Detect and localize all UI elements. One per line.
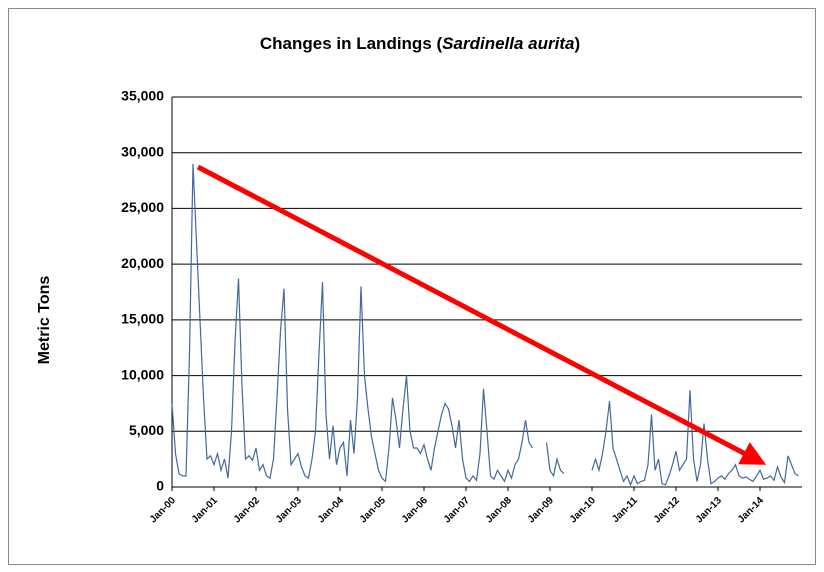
y-tick-label: 30,000	[121, 143, 164, 159]
y-tick-label: 10,000	[121, 366, 164, 382]
y-axis-label: Metric Tons	[36, 276, 53, 365]
title-part: Changes in Landings (	[260, 34, 443, 53]
title-part: )	[574, 34, 580, 53]
trend-arrow	[196, 164, 767, 465]
y-tick-label: 25,000	[121, 199, 164, 215]
y-tick-label: 0	[156, 478, 164, 494]
title-species: Sardinella aurita	[442, 34, 574, 53]
y-tick-label: 20,000	[121, 255, 164, 271]
chart-title: Changes in Landings (Sardinella aurita)	[260, 34, 580, 53]
data-line	[171, 163, 799, 487]
y-tick-label: 15,000	[121, 311, 164, 327]
y-tick-label: 35,000	[121, 88, 164, 104]
y-tick-label: 5,000	[129, 422, 164, 438]
chart-frame	[8, 8, 816, 565]
